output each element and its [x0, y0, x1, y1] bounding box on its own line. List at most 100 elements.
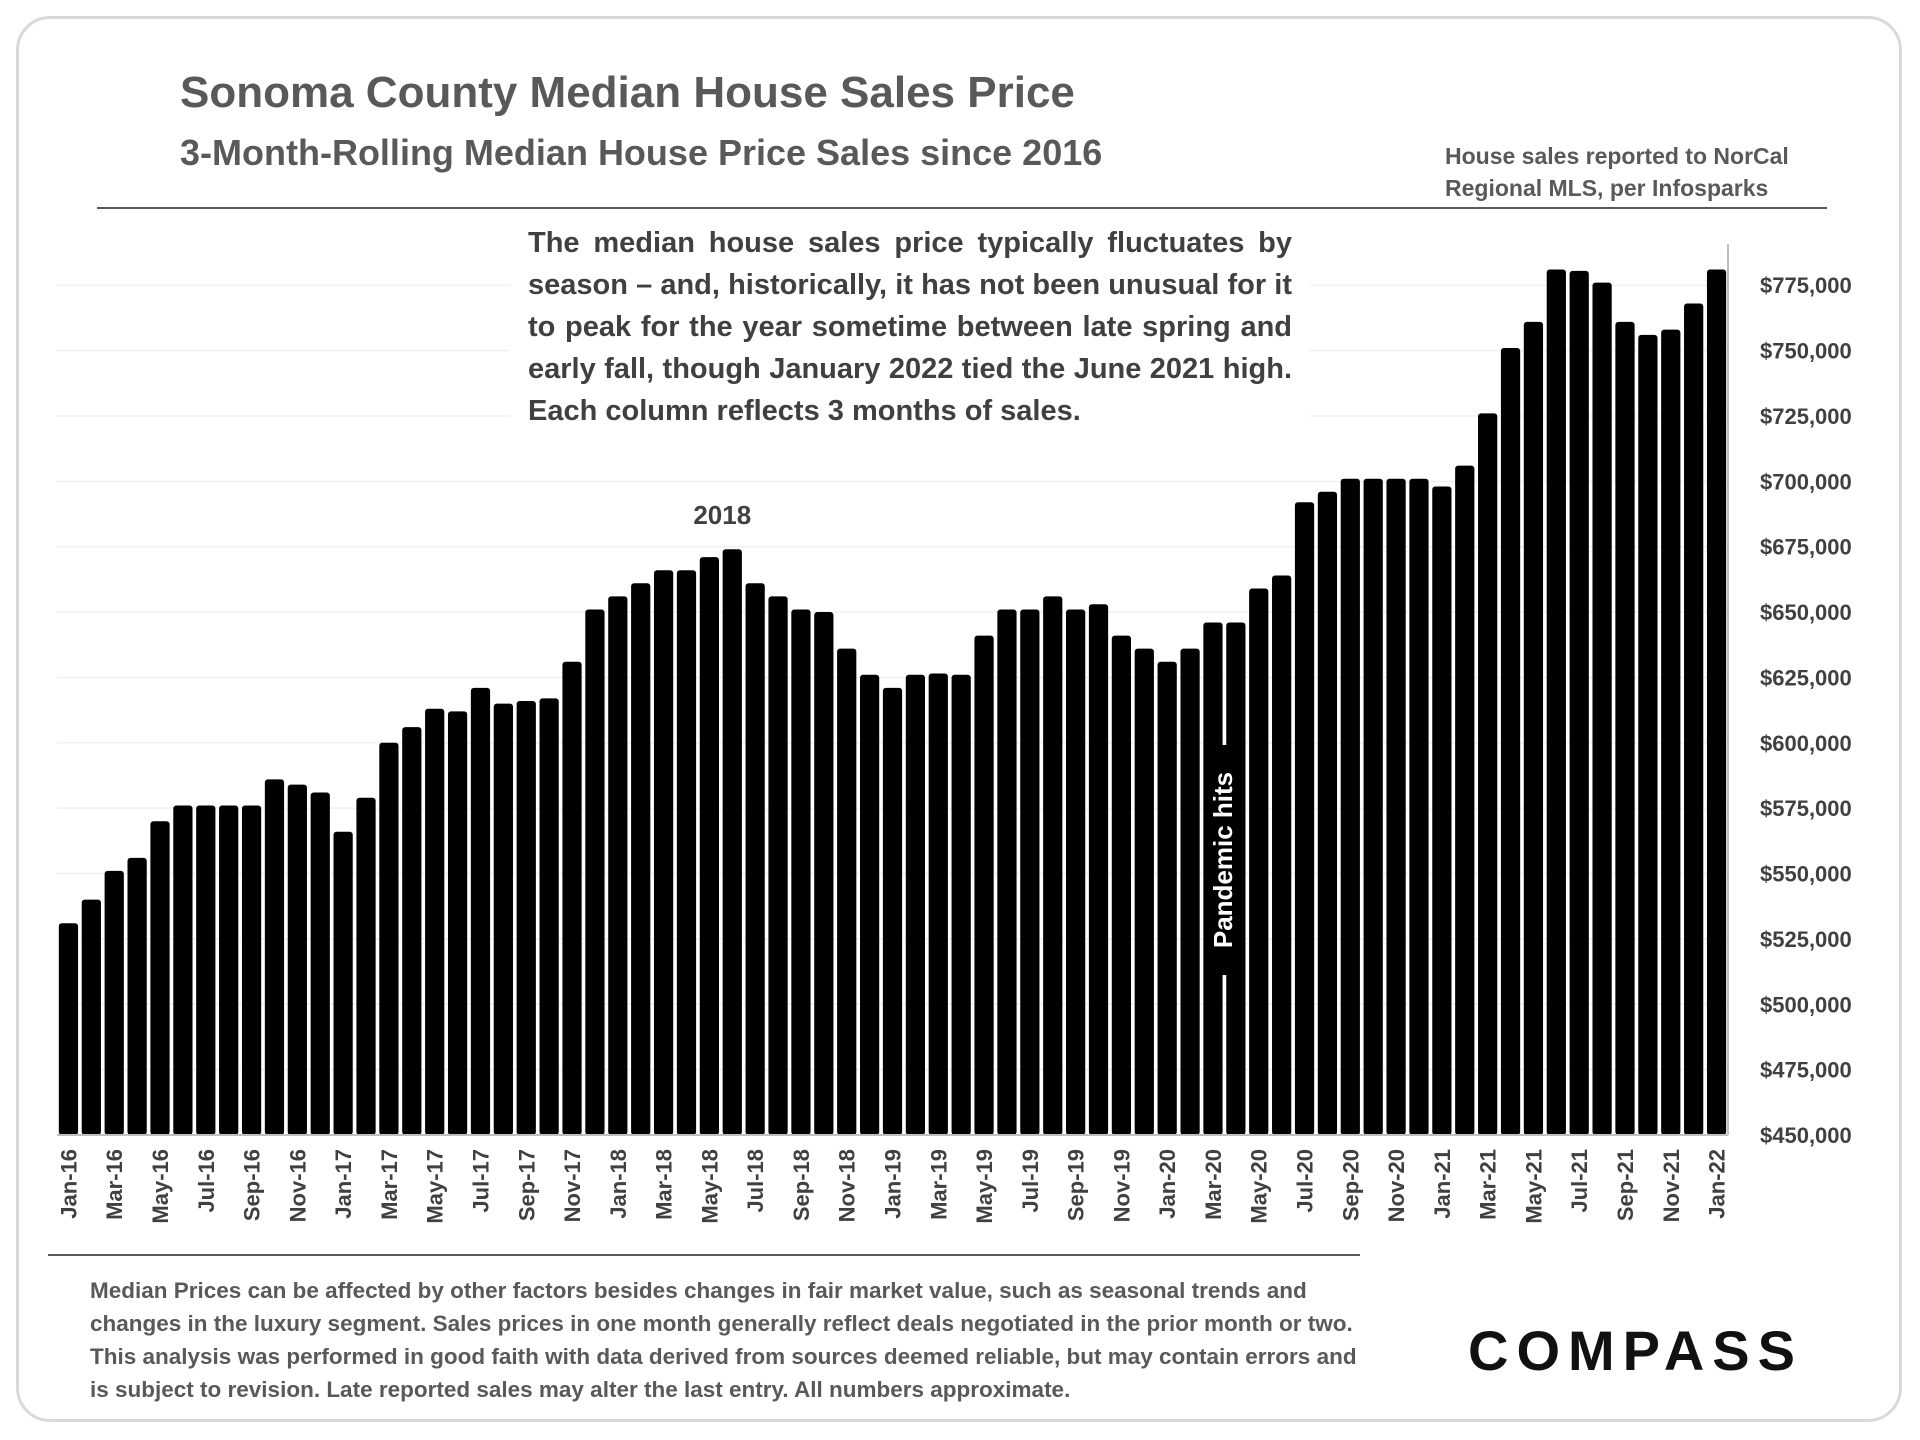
bar [882, 687, 903, 1135]
bar [951, 674, 971, 1135]
x-tick-label: May-21 [1521, 1149, 1546, 1224]
bar [1386, 478, 1406, 1135]
x-tick-label: Jul-17 [468, 1149, 493, 1213]
chart-subtitle: 3-Month-Rolling Median House Price Sales… [180, 132, 1103, 173]
bar [219, 805, 239, 1135]
bar [1638, 334, 1658, 1135]
bar [631, 583, 651, 1135]
bar [539, 698, 559, 1135]
bar [264, 779, 285, 1135]
y-tick-label: $700,000 [1760, 469, 1852, 494]
x-tick-label: Sep-17 [514, 1149, 539, 1221]
bar [1478, 413, 1498, 1135]
bar [562, 661, 582, 1135]
bar [997, 609, 1017, 1135]
y-tick-label: $550,000 [1760, 862, 1852, 887]
bar [173, 805, 193, 1135]
bar [333, 831, 353, 1135]
bar [1569, 270, 1589, 1135]
bar [1157, 661, 1177, 1135]
y-tick-label: $575,000 [1760, 796, 1852, 821]
bar [1180, 648, 1200, 1135]
x-tick-label: Jul-19 [1018, 1149, 1043, 1213]
bar [1272, 575, 1292, 1135]
x-tick-label: Nov-18 [835, 1149, 860, 1222]
bar [241, 805, 262, 1135]
bar [722, 549, 742, 1135]
bar [928, 673, 948, 1135]
bar [608, 596, 628, 1135]
annotation-pandemic: Pandemic hits [1208, 772, 1238, 948]
bar [1706, 269, 1727, 1135]
bar [150, 821, 170, 1135]
bar [1455, 465, 1475, 1136]
bar [493, 703, 513, 1135]
x-tick-label: Nov-17 [560, 1149, 585, 1222]
source-note: House sales reported to NorCal Regional … [1445, 143, 1789, 201]
bar [1432, 486, 1452, 1135]
bar [1134, 648, 1154, 1135]
bar [1249, 588, 1269, 1135]
x-tick-label: Sep-19 [1064, 1149, 1089, 1221]
bar [1592, 282, 1612, 1135]
x-tick-label: Mar-19 [926, 1149, 951, 1220]
bar [447, 711, 468, 1135]
bar [287, 784, 307, 1135]
compass-logo: COMPASS [1468, 1319, 1803, 1382]
bar [791, 609, 811, 1135]
y-tick-label: $600,000 [1760, 731, 1852, 756]
bar [768, 596, 788, 1135]
y-tick-label: $775,000 [1760, 273, 1852, 298]
bar [1088, 604, 1109, 1135]
bar [1523, 321, 1544, 1135]
bar [127, 857, 147, 1135]
x-tick-label: Sep-18 [789, 1149, 814, 1221]
x-tick-label: Jan-21 [1430, 1149, 1455, 1219]
bar [1661, 329, 1681, 1135]
x-tick-label: Jul-20 [1293, 1149, 1318, 1213]
y-tick-label: $525,000 [1760, 927, 1852, 952]
bar [1546, 269, 1566, 1135]
x-tick-label: Nov-19 [1109, 1149, 1134, 1222]
x-tick-label: May-17 [423, 1149, 448, 1224]
x-tick-label: Nov-21 [1659, 1149, 1684, 1222]
bar [104, 870, 124, 1135]
x-tick-label: Jan-18 [606, 1149, 631, 1219]
x-tick-label: Mar-17 [377, 1149, 402, 1220]
x-tick-label: May-16 [148, 1149, 173, 1224]
bar [1615, 321, 1635, 1135]
bar [1363, 478, 1383, 1135]
pandemic-marker [1204, 745, 1241, 975]
chart-frame [16, 16, 1902, 1422]
x-tick-label: Jan-19 [881, 1149, 906, 1219]
x-tick-label: Jan-22 [1705, 1149, 1730, 1219]
y-tick-label: $650,000 [1760, 600, 1852, 625]
bar [310, 792, 330, 1135]
bar [470, 687, 491, 1135]
bar [1340, 478, 1360, 1135]
bar [1317, 491, 1338, 1135]
bar [1043, 596, 1063, 1135]
x-tick-label: May-19 [972, 1149, 997, 1224]
bar [1111, 635, 1132, 1135]
x-tick-label: Sep-20 [1338, 1149, 1363, 1221]
bar [81, 899, 101, 1135]
x-tick-label: Jul-16 [194, 1149, 219, 1213]
y-tick-label: $725,000 [1760, 404, 1852, 429]
bar [585, 609, 605, 1135]
bar [974, 635, 994, 1135]
x-tick-label: Nov-20 [1384, 1149, 1409, 1222]
y-tick-label: $450,000 [1760, 1123, 1852, 1148]
bar [676, 570, 697, 1135]
bar [1066, 609, 1086, 1135]
bar [1020, 609, 1040, 1135]
header-divider [97, 207, 1827, 209]
x-tick-label: Jan-17 [331, 1149, 356, 1219]
x-tick-label: Jul-21 [1567, 1149, 1592, 1213]
footer-divider [48, 1254, 1360, 1256]
bar [1409, 478, 1429, 1135]
x-tick-label: May-18 [697, 1149, 722, 1224]
chart-title: Sonoma County Median House Sales Price [180, 68, 1075, 117]
bar [356, 797, 376, 1135]
